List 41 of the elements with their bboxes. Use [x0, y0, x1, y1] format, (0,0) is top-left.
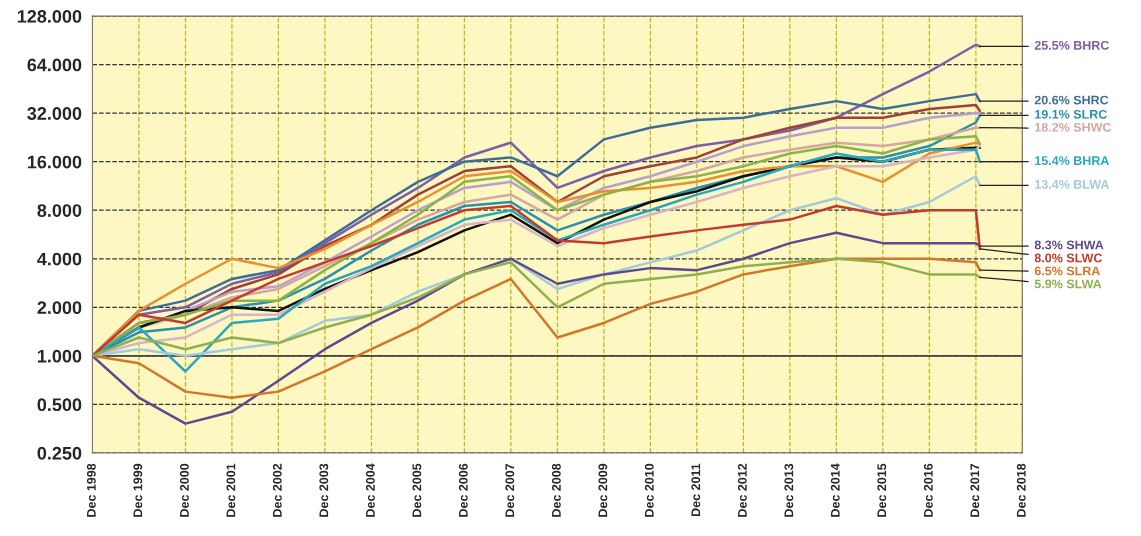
x-tick-label: Dec 2001: [226, 463, 236, 517]
y-tick-label: 4.000: [37, 252, 82, 266]
y-tick-label: 0.500: [37, 398, 82, 412]
x-tick-label: Dec 2009: [598, 463, 608, 517]
x-tick-label: Dec 2005: [412, 463, 422, 517]
text: 19.1% SLRC: [1035, 109, 1107, 119]
x-tick-label: Dec 1999: [133, 463, 143, 517]
text: 13.4% BLWA: [1035, 179, 1110, 189]
x-tick-label: Dec 1998: [86, 463, 96, 517]
x-tick-label: Dec 2018: [1016, 463, 1026, 517]
x-tick-label: Dec 2006: [458, 463, 468, 517]
x-tick-label: Dec 2017: [970, 463, 980, 517]
x-tick-label: Dec 2004: [365, 463, 375, 517]
x-tick-label: Dec 2015: [877, 463, 887, 517]
x-tick-label: Dec 2002: [272, 463, 282, 517]
text: 15.4% BHRA: [1035, 156, 1110, 166]
y-tick-label: 128.000: [17, 10, 82, 23]
y-tick-label: 8.000: [37, 204, 82, 217]
x-tick-label: Dec 2012: [737, 463, 747, 517]
text: 20.6% SHRC: [1034, 95, 1109, 105]
text: 8.0% SLWC: [1034, 253, 1103, 263]
y-tick-label: 16.000: [27, 155, 82, 169]
y-tick-label: 64.000: [27, 58, 82, 72]
x-tick-label: Dec 2016: [923, 463, 933, 517]
text: 5.9% SLWA: [1034, 279, 1102, 289]
y-tick-label: 1.000: [37, 349, 82, 363]
x-tick-label: Dec 2010: [644, 463, 654, 517]
text: 25.5% BHRC: [1034, 40, 1110, 50]
x-tick-label: Dec 2011: [691, 463, 701, 517]
x-tick-label: Dec 2000: [179, 463, 189, 517]
text: 6.5% SLRA: [1034, 266, 1100, 276]
x-tick-label: Dec 2007: [505, 463, 515, 517]
text: 18.2% SHWC: [1035, 122, 1112, 132]
x-tick-label: Dec 2014: [830, 463, 840, 517]
x-tick-label: Dec 2013: [784, 463, 794, 517]
y-tick-label: 2.000: [37, 301, 82, 315]
y-tick-label: 0.250: [37, 446, 82, 460]
y-tick-label: 32.000: [27, 107, 82, 120]
text: 8.3% SHWA: [1034, 240, 1104, 250]
x-tick-label: Dec 2003: [319, 463, 329, 517]
x-tick-label: Dec 2008: [551, 463, 561, 517]
